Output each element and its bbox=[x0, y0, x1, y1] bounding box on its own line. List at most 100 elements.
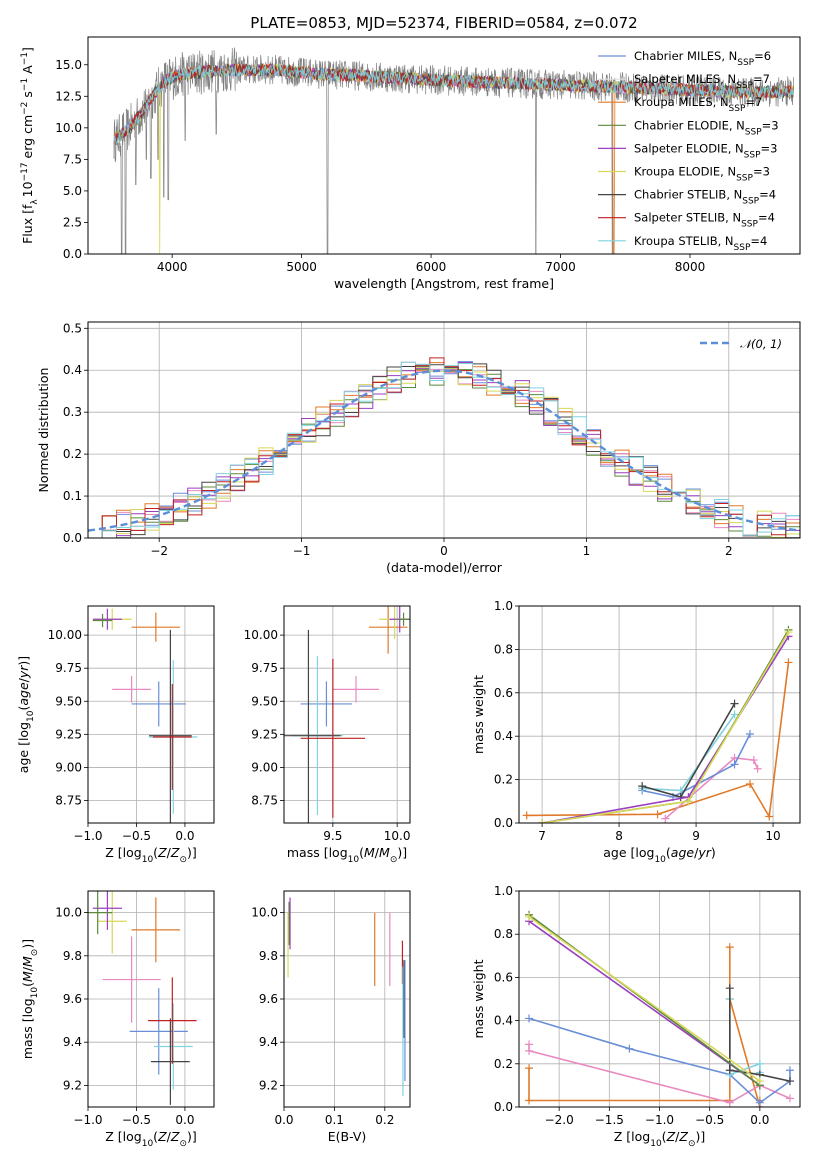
mass-weight-line bbox=[642, 714, 736, 792]
y-tick-label: 0.0 bbox=[494, 1100, 513, 1114]
y-tick-label: 0.8 bbox=[494, 927, 513, 941]
label-part: M bbox=[379, 845, 390, 860]
mass-weight-line bbox=[541, 629, 790, 823]
label-part: )] bbox=[16, 656, 31, 666]
y-tick-label: 9.25 bbox=[55, 727, 82, 741]
label-part: age bbox=[16, 682, 31, 706]
mass-weight-line bbox=[664, 757, 759, 820]
mass-weight-marker bbox=[755, 1098, 764, 1107]
label-part: age [log bbox=[16, 722, 31, 773]
label-part: ( bbox=[359, 845, 364, 860]
y-tick-label: 0.6 bbox=[494, 970, 513, 984]
label-part: 10 bbox=[142, 1139, 154, 1149]
y-tick-label: 0.0 bbox=[494, 816, 513, 830]
x-tick-label: −1.0 bbox=[73, 829, 102, 843]
legend-entry: Salpeter ELODIE, NSSP=3 bbox=[634, 141, 777, 160]
y-axis-label: mass [log10(M/M⊙)] bbox=[20, 939, 40, 1059]
x-tick-label: 0.0 bbox=[750, 1113, 769, 1127]
label-part: / bbox=[16, 677, 31, 682]
legend-name: Kroupa MILES, N bbox=[634, 95, 729, 109]
mass-weight-marker bbox=[653, 810, 662, 819]
label-part: Z bbox=[157, 1129, 167, 1144]
x-tick-label: 6000 bbox=[416, 260, 447, 274]
x-tick-label: 10.0 bbox=[384, 829, 411, 843]
label-part: Z [log bbox=[614, 1129, 650, 1144]
mass-weight-marker bbox=[525, 1046, 534, 1055]
y-tick-label: 0.2 bbox=[494, 1057, 513, 1071]
label-part: )] bbox=[397, 845, 407, 860]
y-tick-label: 9.6 bbox=[63, 992, 82, 1006]
label-part: mass weight bbox=[471, 675, 486, 754]
x-tick-label: 0.0 bbox=[274, 1113, 293, 1127]
y-tick-label: 12.5 bbox=[55, 89, 82, 103]
mass-weight-marker bbox=[522, 811, 531, 820]
axes-frame bbox=[87, 36, 801, 255]
label-part: Z bbox=[170, 1129, 180, 1144]
label-part: ] bbox=[20, 47, 35, 52]
label-part: 10 bbox=[142, 855, 154, 865]
label-part: Z bbox=[666, 1129, 676, 1144]
legend-name: Salpeter ELODIE, N bbox=[634, 141, 744, 155]
label-part: −1 bbox=[20, 78, 30, 91]
x-tick-label: 2 bbox=[725, 544, 733, 558]
label-part: Z [log bbox=[105, 845, 141, 860]
mass-weight-marker bbox=[525, 1014, 534, 1023]
x-tick-label: 9 bbox=[692, 829, 700, 843]
mass-weight-marker bbox=[785, 1094, 794, 1103]
y-tick-label: 9.4 bbox=[259, 1035, 278, 1049]
plot-area bbox=[522, 625, 793, 823]
label-part: λ bbox=[30, 199, 40, 205]
x-tick-label: 7000 bbox=[545, 260, 576, 274]
y-tick-label: 1.0 bbox=[494, 599, 513, 613]
legend-suffix: =6 bbox=[754, 49, 771, 63]
y-tick-label: 9.00 bbox=[251, 760, 278, 774]
x-axis-label: age [log10(age/yr) bbox=[603, 845, 716, 865]
mass-weight-marker bbox=[749, 756, 758, 765]
mass-weight-marker bbox=[676, 792, 685, 801]
axes-frame bbox=[283, 890, 411, 1108]
mass-weight-marker bbox=[784, 658, 793, 667]
legend-entry: Kroupa STELIB, NSSP=4 bbox=[634, 234, 767, 253]
x-tick-label: −1 bbox=[293, 544, 311, 558]
y-tick-label: 2.5 bbox=[63, 215, 82, 229]
mass-weight-marker bbox=[745, 779, 754, 788]
y-tick-label: 9.50 bbox=[55, 694, 82, 708]
label-part: ⊙ bbox=[688, 1139, 696, 1149]
label-part: −2 bbox=[20, 102, 30, 115]
label-part: ( bbox=[153, 1129, 158, 1144]
mass-weight-line bbox=[528, 914, 761, 1087]
label-part: yr bbox=[16, 665, 31, 679]
legend-entry: Kroupa ELODIE, NSSP=3 bbox=[634, 165, 770, 184]
mass-weight-marker bbox=[725, 1098, 734, 1107]
legend-name: Chabrier MILES, N bbox=[634, 49, 737, 63]
mass-weight-marker bbox=[525, 1096, 534, 1105]
label-part: (data-model)/error bbox=[386, 560, 503, 575]
x-tick-label: −0.5 bbox=[695, 1113, 724, 1127]
label-part: 10 bbox=[20, 181, 35, 197]
mass-weight-marker bbox=[765, 812, 774, 821]
label-part: ( bbox=[153, 845, 158, 860]
y-tick-label: 9.75 bbox=[251, 661, 278, 675]
x-axis-label: (data-model)/error bbox=[386, 560, 503, 575]
label-part: 10 bbox=[650, 1139, 662, 1149]
label-part: ( bbox=[662, 1129, 667, 1144]
label-part: Z [log bbox=[105, 1129, 141, 1144]
plot-area bbox=[88, 891, 197, 1105]
axes-frame bbox=[518, 605, 801, 824]
x-tick-label: 7 bbox=[538, 829, 546, 843]
y-tick-label: 9.6 bbox=[259, 992, 278, 1006]
y-tick-label: 0.5 bbox=[63, 321, 82, 335]
legend-suffix: =7 bbox=[745, 95, 762, 109]
x-tick-label: 0 bbox=[440, 544, 448, 558]
x-tick-label: 9.5 bbox=[323, 829, 342, 843]
mass-weight-marker bbox=[753, 764, 762, 773]
x-tick-label: 5000 bbox=[286, 260, 317, 274]
y-tick-label: 8.75 bbox=[55, 794, 82, 808]
x-tick-label: 4000 bbox=[157, 260, 188, 274]
y-tick-label: 0.2 bbox=[63, 447, 82, 461]
legend-entry: Salpeter STELIB, NSSP=4 bbox=[634, 211, 775, 230]
axes-frame bbox=[283, 605, 411, 824]
legend-suffix: =3 bbox=[753, 165, 770, 179]
axes-frame bbox=[518, 890, 801, 1108]
mass-weight-marker bbox=[785, 1066, 794, 1075]
